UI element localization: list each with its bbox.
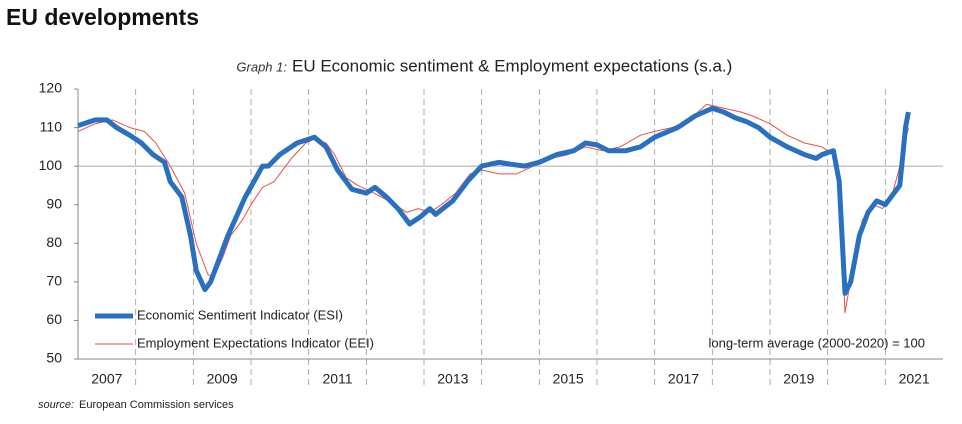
y-tick-label: 120 xyxy=(39,80,63,96)
x-tick-label: 2007 xyxy=(91,371,122,387)
y-tick-label: 50 xyxy=(46,350,62,366)
y-tick-label: 90 xyxy=(46,195,62,211)
y-tick-label: 70 xyxy=(46,273,62,289)
y-tick-label: 60 xyxy=(46,311,62,327)
legend-label: Employment Expectations Indicator (EEI) xyxy=(137,335,374,350)
y-tick-label: 110 xyxy=(40,118,63,134)
y-tick-label: 80 xyxy=(46,234,62,250)
reference-label: long-term average (2000-2020) = 100 xyxy=(709,335,925,350)
y-tick-label: 100 xyxy=(39,157,63,173)
series-line xyxy=(77,105,911,296)
x-tick-label: 2017 xyxy=(668,371,699,387)
x-tick-label: 2019 xyxy=(783,371,814,387)
chart-title: EU Economic sentiment & Employment expec… xyxy=(292,56,732,75)
source: European Commission services xyxy=(79,399,234,411)
x-tick-label: 2021 xyxy=(899,371,930,387)
x-tick-label: 2013 xyxy=(437,371,468,387)
source-label: source: xyxy=(38,399,74,411)
x-tick-label: 2011 xyxy=(322,371,352,387)
x-tick-label: 2009 xyxy=(207,371,238,387)
page-title: EU developments xyxy=(6,4,199,30)
graph-label: Graph 1: xyxy=(236,59,287,74)
x-tick-label: 2015 xyxy=(553,371,584,387)
legend-label: Economic Sentiment Indicator (ESI) xyxy=(137,307,343,322)
